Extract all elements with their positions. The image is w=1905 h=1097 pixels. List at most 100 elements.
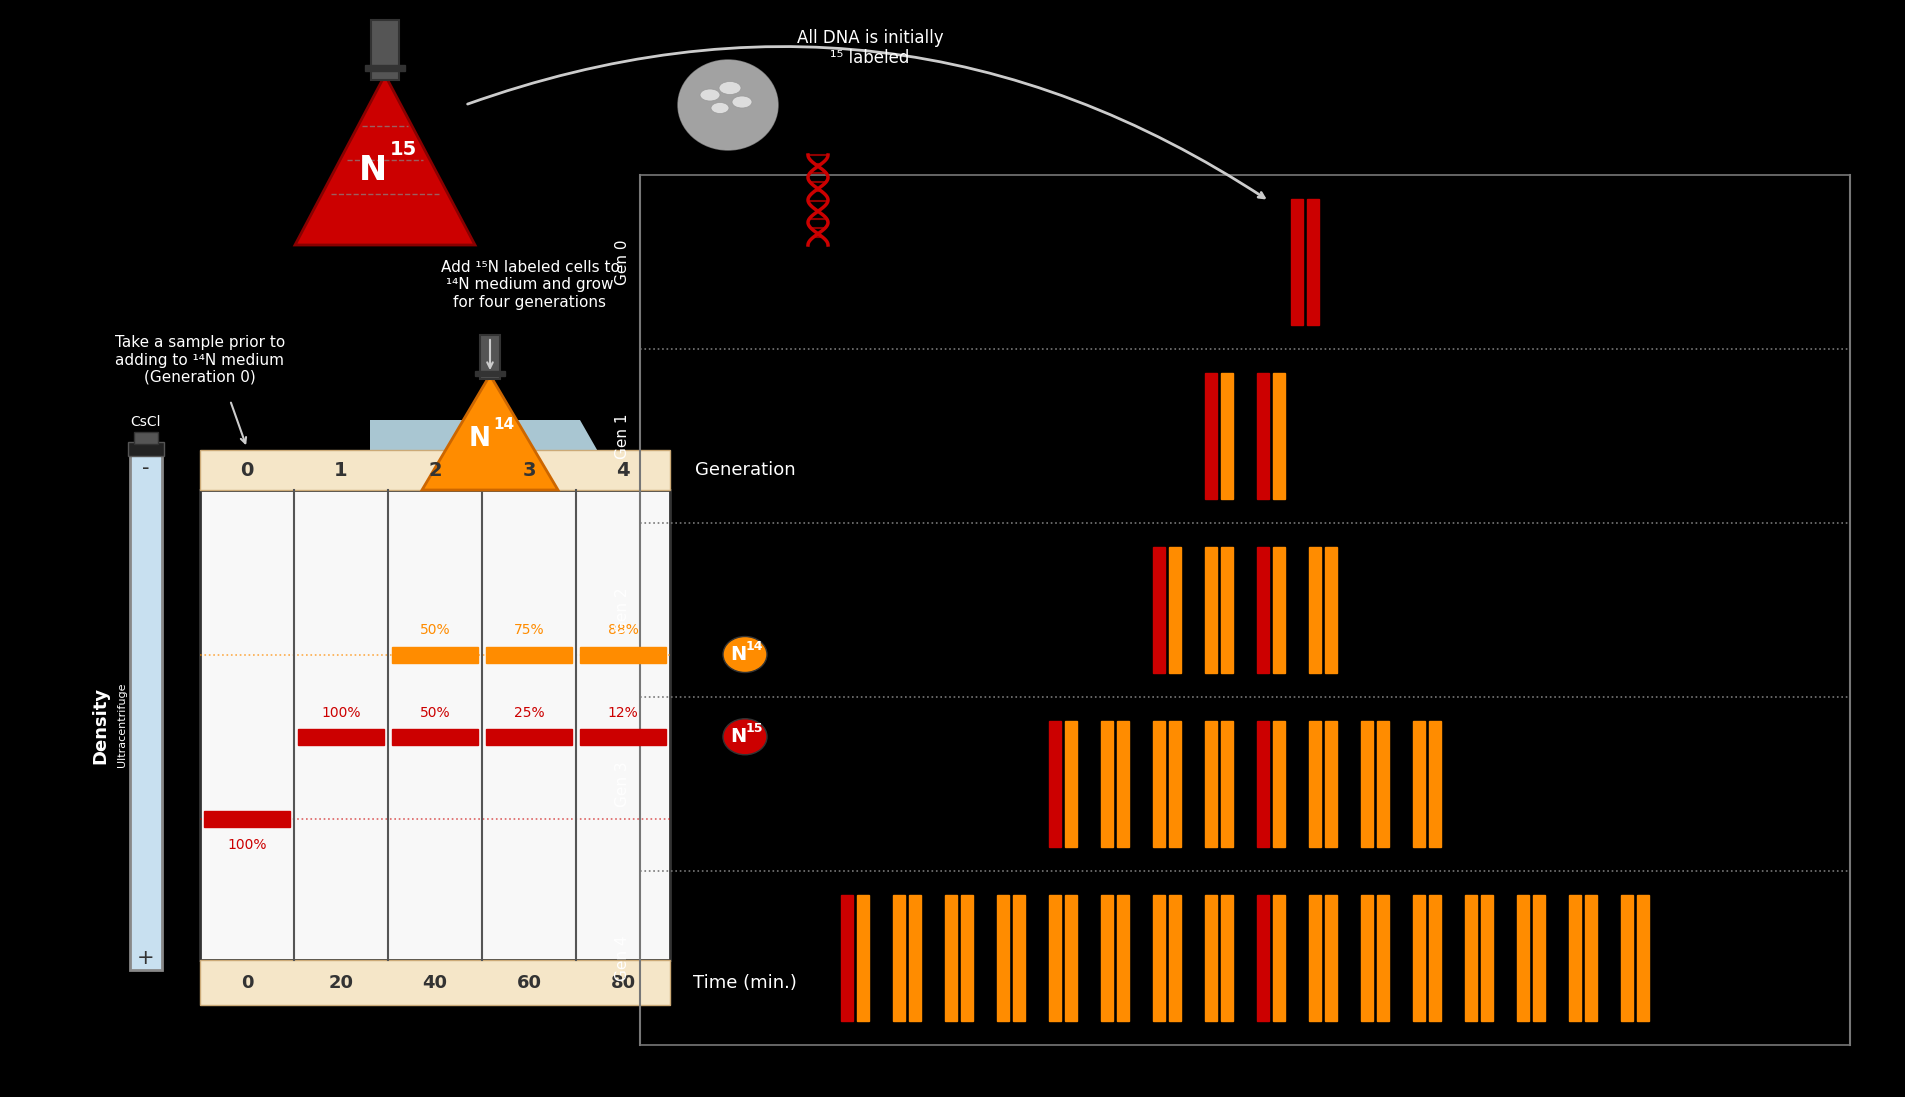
Bar <box>1273 547 1284 672</box>
Ellipse shape <box>718 81 741 94</box>
Bar <box>1360 722 1372 847</box>
Bar <box>893 895 905 1020</box>
Bar <box>1324 722 1335 847</box>
Text: +: + <box>137 948 154 968</box>
Text: N: N <box>730 727 745 746</box>
Bar <box>1292 200 1303 325</box>
Bar <box>945 895 956 1020</box>
Bar <box>1204 373 1217 499</box>
Text: 0: 0 <box>240 461 253 479</box>
Bar <box>1153 547 1164 672</box>
Bar <box>1168 547 1181 672</box>
Text: Generation: Generation <box>693 461 794 479</box>
Bar <box>371 20 398 80</box>
Text: Gen 4: Gen 4 <box>615 936 631 981</box>
Text: Gen 0: Gen 0 <box>615 239 631 285</box>
Ellipse shape <box>711 102 728 113</box>
Text: Density: Density <box>91 687 109 764</box>
Polygon shape <box>370 420 619 490</box>
Bar <box>1221 722 1233 847</box>
Text: 88%: 88% <box>608 623 638 637</box>
Bar <box>857 895 869 1020</box>
Bar <box>1255 895 1269 1020</box>
Text: -: - <box>143 459 150 478</box>
Bar <box>1168 722 1181 847</box>
Bar <box>1480 895 1492 1020</box>
Text: 80: 80 <box>610 973 634 992</box>
Text: 12%: 12% <box>608 705 638 720</box>
Bar <box>909 895 920 1020</box>
Text: 14: 14 <box>745 640 762 653</box>
Text: Time (min.): Time (min.) <box>693 973 796 992</box>
Text: 1: 1 <box>333 461 347 479</box>
Bar <box>1412 895 1425 1020</box>
Bar <box>1360 895 1372 1020</box>
Bar <box>1309 547 1320 672</box>
Bar <box>392 728 478 745</box>
Bar <box>130 450 162 970</box>
Text: 60: 60 <box>516 973 541 992</box>
Bar <box>1619 895 1633 1020</box>
Bar <box>840 895 853 1020</box>
Bar <box>1465 895 1476 1020</box>
Bar <box>996 895 1008 1020</box>
Bar <box>297 728 383 745</box>
Bar <box>960 895 972 1020</box>
Bar <box>486 728 572 745</box>
Bar <box>1412 722 1425 847</box>
Bar <box>200 490 671 960</box>
Text: N: N <box>358 154 387 186</box>
Bar <box>1221 547 1233 672</box>
Bar <box>1273 895 1284 1020</box>
Bar <box>1309 722 1320 847</box>
Bar <box>1116 895 1128 1020</box>
Bar <box>1168 895 1181 1020</box>
Bar <box>1048 722 1061 847</box>
Polygon shape <box>421 375 558 490</box>
Bar <box>1307 200 1318 325</box>
Bar <box>1309 895 1320 1020</box>
Bar <box>1585 895 1596 1020</box>
Text: 15: 15 <box>389 140 417 159</box>
Bar <box>1375 895 1389 1020</box>
Bar <box>1273 373 1284 499</box>
Bar <box>1324 547 1335 672</box>
Text: 25%: 25% <box>514 705 545 720</box>
Bar <box>366 65 404 71</box>
Text: 0: 0 <box>240 973 253 992</box>
Bar <box>486 646 572 663</box>
Bar <box>579 728 665 745</box>
Bar <box>1204 547 1217 672</box>
Text: 100%: 100% <box>322 705 360 720</box>
Bar <box>1516 895 1528 1020</box>
Text: 3: 3 <box>522 461 535 479</box>
Bar <box>1153 722 1164 847</box>
Text: 14: 14 <box>493 417 514 432</box>
Bar <box>1101 895 1113 1020</box>
Bar <box>1116 722 1128 847</box>
Bar <box>1221 895 1233 1020</box>
Text: Take a sample prior to
adding to ¹⁴N medium
(Generation 0): Take a sample prior to adding to ¹⁴N med… <box>114 335 286 385</box>
Bar <box>1429 895 1440 1020</box>
Bar <box>1568 895 1579 1020</box>
Bar <box>480 335 499 378</box>
Bar <box>1636 895 1648 1020</box>
Text: Gen 1: Gen 1 <box>615 414 631 459</box>
Bar <box>1532 895 1545 1020</box>
Text: Add ¹⁵N labeled cells to
¹⁴N medium and grow
for four generations: Add ¹⁵N labeled cells to ¹⁴N medium and … <box>440 260 619 309</box>
Bar <box>1221 373 1233 499</box>
Bar <box>392 646 478 663</box>
Text: 15: 15 <box>745 722 762 735</box>
Text: 100%: 100% <box>227 838 267 852</box>
Bar <box>579 646 665 663</box>
Bar <box>1012 895 1025 1020</box>
Bar <box>1429 722 1440 847</box>
Ellipse shape <box>678 60 777 150</box>
Bar <box>1204 895 1217 1020</box>
Bar <box>1065 895 1076 1020</box>
Text: N: N <box>469 427 491 452</box>
Text: All DNA is initially
¹⁵ labeled: All DNA is initially ¹⁵ labeled <box>796 29 943 67</box>
Bar <box>200 450 671 490</box>
Bar <box>1204 722 1217 847</box>
Bar <box>1065 722 1076 847</box>
